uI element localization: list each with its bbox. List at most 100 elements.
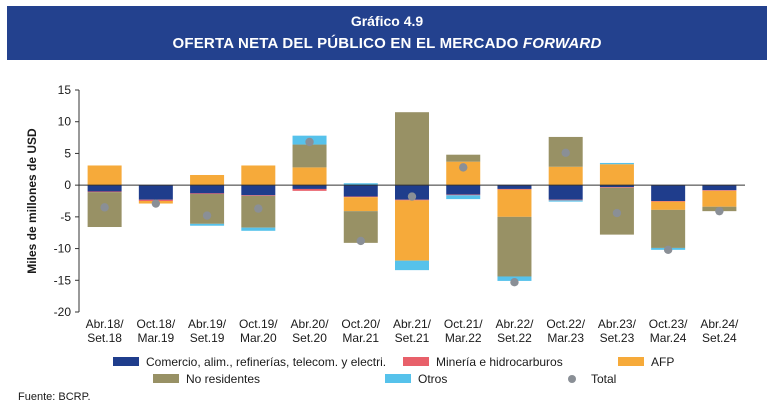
x-tick-label: Oct.22/: [546, 317, 585, 331]
y-axis-label: Miles de millones de USD: [25, 128, 39, 274]
bar-segment: [599, 164, 634, 186]
bar-segment: [651, 201, 686, 210]
legend-label: No residentes: [186, 372, 260, 386]
total-point: [202, 211, 212, 220]
bar-segment: [548, 199, 583, 201]
total-point: [151, 199, 161, 208]
bar-segment: [343, 196, 378, 198]
x-tick-label: Oct.18/: [137, 317, 176, 331]
bar-segment: [548, 200, 583, 202]
bar-segment: [497, 185, 532, 189]
bar-segment: [292, 185, 327, 189]
bar-segment: [497, 188, 532, 190]
x-tick-label: Abr.23/: [598, 317, 637, 331]
total-point: [407, 192, 417, 201]
x-tick-label: Oct.23/: [649, 317, 688, 331]
source-note: Fuente: BCRP.: [18, 391, 91, 403]
bar-segment: [241, 195, 276, 196]
y-tick-label: 5: [64, 146, 71, 160]
bar-segment: [599, 187, 634, 188]
bar-segment: [651, 185, 686, 201]
total-point: [254, 204, 263, 213]
x-tick-label: Set.20: [292, 331, 327, 345]
x-tick-label: Mar.19: [138, 331, 175, 345]
bar-segment: [343, 185, 378, 197]
bar-segment: [497, 216, 532, 277]
x-tick-label: Mar.22: [445, 331, 482, 345]
bar-segment: [395, 200, 429, 261]
legend-swatch: [153, 374, 179, 383]
bar-segment: [292, 167, 327, 186]
x-tick-label: Abr.22/: [495, 317, 534, 331]
x-tick-label: Set.22: [497, 331, 532, 345]
total-point: [356, 236, 365, 246]
bar-segment: [599, 185, 634, 188]
legend-label: Comercio, alim., refinerías, telecom. y …: [146, 355, 386, 369]
bar-segment: [395, 112, 429, 186]
bar-segment: [241, 185, 276, 196]
x-tick-label: Oct.20/: [341, 317, 380, 331]
x-tick-label: Set.23: [600, 331, 635, 345]
x-tick-label: Abr.19/: [188, 317, 227, 331]
chart-title-italic: FORWARD: [522, 35, 602, 52]
x-tick-label: Abr.18/: [86, 317, 125, 331]
total-point: [715, 206, 724, 216]
legend-label: AFP: [651, 355, 674, 369]
bar-segment: [446, 154, 481, 162]
bar-segment: [702, 190, 737, 207]
bar-segment: [190, 174, 225, 186]
bar-segment: [446, 194, 481, 196]
bar-segment: [446, 161, 481, 186]
bar-segment: [702, 185, 737, 191]
bar-segment: [190, 223, 225, 226]
bar-segment: [87, 165, 122, 186]
x-tick-label: Set.21: [395, 331, 430, 345]
bar-segment: [548, 166, 583, 186]
y-tick-label: -5: [60, 210, 71, 224]
y-tick-label: -20: [54, 305, 72, 319]
bar-segment: [343, 183, 378, 186]
chart-title: OFERTA NETA DEL PÚBLICO EN EL MERCADO FO…: [7, 35, 767, 52]
x-tick-label: Mar.20: [240, 331, 277, 345]
y-tick-label: -15: [54, 273, 72, 287]
legend-label: Otros: [418, 372, 447, 386]
bar-segment: [292, 144, 327, 168]
bar-segment: [241, 227, 276, 231]
chart-header: Gráfico 4.9 OFERTA NETA DEL PÚBLICO EN E…: [7, 6, 767, 60]
bar-segment: [651, 209, 686, 248]
x-tick-label: Abr.21/: [393, 317, 432, 331]
bar-segment: [87, 191, 122, 193]
total-point: [561, 148, 570, 157]
x-tick-label: Mar.23: [547, 331, 584, 345]
legend-swatch: [113, 357, 139, 366]
legend-label: Total: [591, 372, 616, 386]
bar-segment: [446, 185, 481, 195]
total-point: [612, 208, 622, 218]
total-point: [100, 203, 109, 212]
x-tick-label: Set.19: [190, 331, 225, 345]
chart-title-main: OFERTA NETA DEL PÚBLICO EN EL MERCADO: [172, 35, 523, 52]
y-tick-label: 15: [58, 83, 72, 97]
x-tick-label: Abr.20/: [291, 317, 330, 331]
bar-segment: [138, 185, 173, 200]
x-tick-label: Mar.24: [650, 331, 687, 345]
x-tick-label: Abr.24/: [700, 317, 739, 331]
legend-swatch: [618, 357, 644, 366]
x-tick-label: Oct.21/: [444, 317, 483, 331]
x-tick-label: Oct.19/: [239, 317, 278, 331]
bar-segment: [497, 189, 532, 217]
bar-segment: [395, 260, 429, 271]
total-point: [510, 277, 519, 287]
bar-segment: [292, 188, 327, 191]
legend-marker-total: [568, 375, 576, 383]
legend-swatch: [385, 374, 411, 383]
bar-segment: [599, 162, 634, 165]
total-point: [663, 245, 673, 255]
total-point: [305, 137, 314, 147]
x-tick-label: Set.24: [702, 331, 737, 345]
y-tick-label: -10: [54, 242, 72, 256]
y-tick-label: 10: [58, 115, 72, 129]
legend-label: Minería e hidrocarburos: [436, 355, 563, 369]
y-tick-label: 0: [64, 178, 71, 192]
